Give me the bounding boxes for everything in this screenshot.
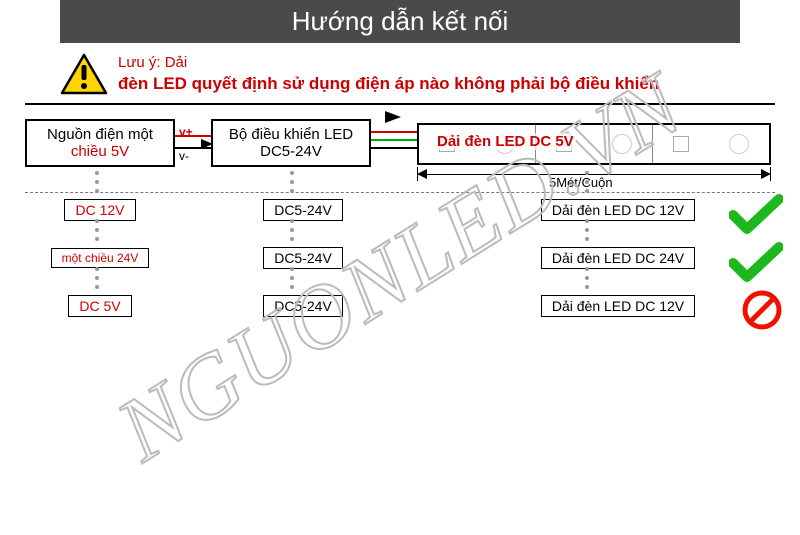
row2-controller: DC5-24V bbox=[263, 247, 343, 269]
row-3: DC 5V DC5-24V Dải đèn LED DC 12V bbox=[25, 295, 775, 317]
page-title: Hướng dẫn kết nối bbox=[60, 0, 740, 43]
note-line2: đèn LED quyết định sử dụng điện áp nào k… bbox=[118, 73, 659, 95]
note-line1: Lưu ý: Dải bbox=[118, 53, 659, 73]
power-l2: chiều 5V bbox=[71, 143, 129, 160]
controller-l1: Bộ điều khiển LED bbox=[229, 126, 353, 143]
row2-power: một chiều 24V bbox=[51, 248, 150, 268]
vminus-label: v- bbox=[179, 149, 189, 163]
controller-box: Bộ điều khiển LED DC5-24V bbox=[211, 119, 371, 167]
row3-controller: DC5-24V bbox=[263, 295, 343, 317]
led-chip-icon bbox=[729, 134, 749, 154]
arrow-2 bbox=[385, 111, 403, 123]
wire-green-2 bbox=[371, 139, 417, 141]
row3-strip: Dải đèn LED DC 12V bbox=[541, 295, 695, 317]
led-chip-icon bbox=[612, 134, 632, 154]
controller-l2: DC5-24V bbox=[260, 143, 322, 160]
comparison-rows: DC 12V DC5-24V Dải đèn LED DC 12V một ch… bbox=[0, 199, 800, 317]
power-supply-box: Nguồn điện một chiều 5V bbox=[25, 119, 175, 167]
dim-arrow-l bbox=[417, 169, 427, 179]
power-l1: Nguồn điện một bbox=[47, 126, 153, 143]
length-label: 5Mét/Cuộn bbox=[545, 175, 617, 190]
dim-arrow-r bbox=[761, 169, 771, 179]
warning-row: Lưu ý: Dải đèn LED quyết định sử dụng đi… bbox=[0, 53, 800, 95]
top-diagram: Nguồn điện một chiều 5V v+ v- Bộ điều kh… bbox=[0, 103, 800, 193]
row1-power: DC 12V bbox=[64, 199, 135, 221]
row1-controller: DC5-24V bbox=[263, 199, 343, 221]
wire-black-2 bbox=[371, 147, 417, 149]
warning-text: Lưu ý: Dải đèn LED quyết định sử dụng đi… bbox=[118, 53, 659, 95]
warning-icon bbox=[60, 53, 108, 95]
led-chip bbox=[673, 136, 689, 152]
row2-strip: Dải đèn LED DC 24V bbox=[541, 247, 695, 269]
check-icon bbox=[729, 241, 783, 290]
row-1: DC 12V DC5-24V Dải đèn LED DC 12V bbox=[25, 199, 775, 221]
row1-strip: Dải đèn LED DC 12V bbox=[541, 199, 695, 221]
prohibited-icon bbox=[741, 289, 783, 336]
strip-label: Dải đèn LED DC 5V bbox=[435, 133, 576, 150]
row-2: một chiều 24V DC5-24V Dải đèn LED DC 24V bbox=[25, 247, 775, 269]
wire-red-2 bbox=[371, 131, 417, 133]
check-icon bbox=[729, 193, 783, 242]
wire-red-1 bbox=[175, 135, 211, 137]
row3-power: DC 5V bbox=[68, 295, 131, 317]
